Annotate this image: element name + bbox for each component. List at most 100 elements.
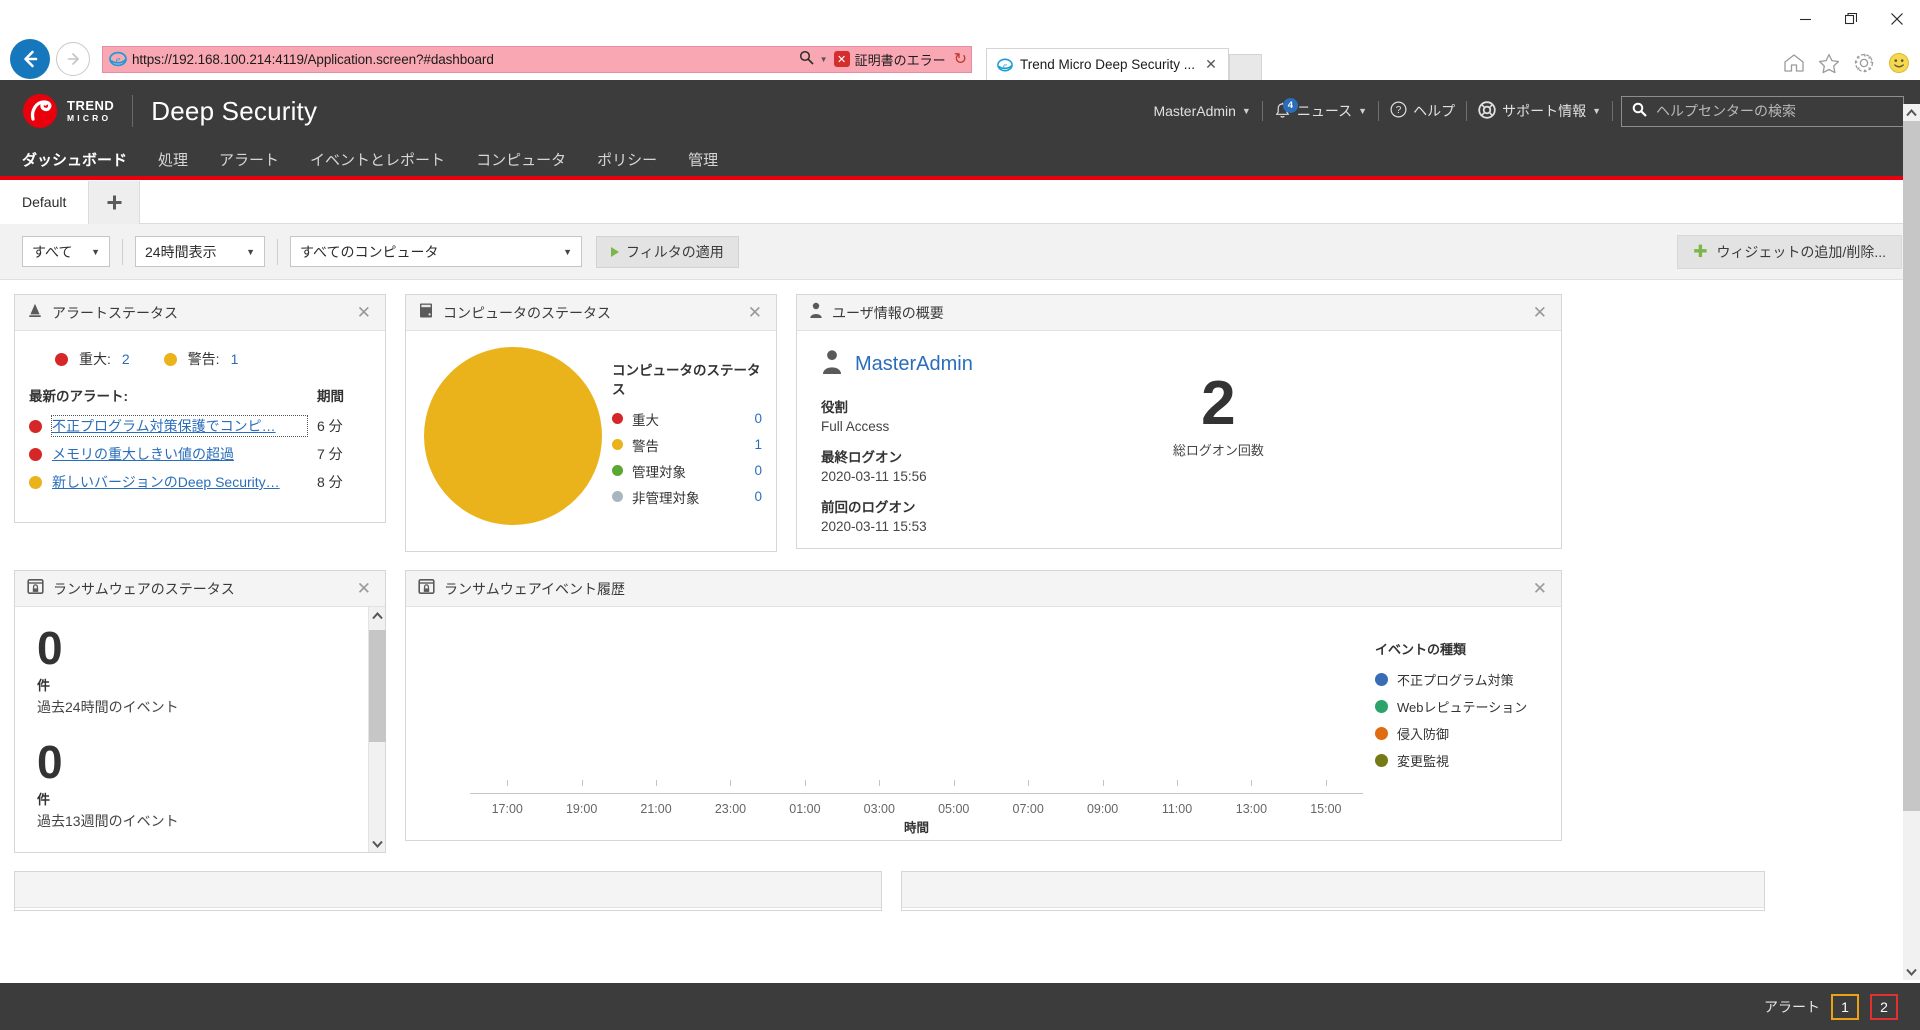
legend-value: 1 [754, 437, 762, 453]
alert-link[interactable]: 新しいバージョンのDeep Security… [52, 474, 280, 490]
home-icon[interactable] [1783, 53, 1805, 73]
close-icon[interactable]: ✕ [356, 579, 371, 598]
widget-header [902, 872, 1764, 908]
alert-list-item[interactable]: メモリの重大しきい値の超過 7 分 [29, 440, 371, 468]
scroll-up-icon[interactable] [369, 607, 386, 624]
legend-item[interactable]: 侵入防御 [1375, 720, 1545, 747]
scrollbar-thumb[interactable] [1903, 121, 1920, 812]
favorites-star-icon[interactable] [1818, 53, 1840, 74]
ransomware-stat-block: 0 件 過去24時間のイベント [37, 625, 371, 717]
alert-link[interactable]: メモリの重大しきい値の超過 [52, 446, 234, 462]
last-logon-value: 2020-03-11 15:56 [821, 469, 927, 484]
computers-select[interactable]: すべてのコンピュータ ▼ [290, 236, 582, 267]
nav-item-events-reports[interactable]: イベントとレポート [310, 151, 446, 169]
status-warning-badge[interactable]: 1 [1831, 993, 1859, 1020]
browser-tab-title: Trend Micro Deep Security ... [1020, 57, 1196, 72]
widget-header [15, 872, 881, 908]
ransomware-history-chart[interactable]: 17:00 19:00 21:00 23:00 01:00 03:00 05:0… [414, 613, 1553, 836]
widget-title: ランサムウェアイベント履歴 [444, 580, 626, 597]
divider [1612, 101, 1613, 121]
news-menu[interactable]: 4 ニュース ▼ [1263, 97, 1378, 121]
chart-legend-title: イベントの種類 [1375, 642, 1467, 657]
warning-value[interactable]: 1 [230, 351, 239, 367]
scrollbar-track[interactable] [369, 624, 386, 835]
window-close-button[interactable] [1874, 4, 1920, 34]
ie-favicon-icon: e [997, 57, 1013, 73]
nav-item-policies[interactable]: ポリシー [597, 151, 658, 169]
critical-dot-icon [612, 413, 623, 425]
chevron-down-icon[interactable]: ▼ [819, 54, 828, 64]
alert-link[interactable]: 不正プログラム対策保護でコンピ… [51, 415, 308, 437]
user-menu[interactable]: MasterAdmin ▼ [1142, 103, 1261, 119]
legend-item[interactable]: Webレピュテーション [1375, 693, 1545, 720]
legend-item[interactable]: 重大 0 [612, 406, 762, 432]
total-logons-value: 2 [1201, 369, 1236, 438]
total-logons: 2 総ログオン回数 [1173, 349, 1264, 534]
scrollbar-track[interactable] [1903, 121, 1920, 963]
close-icon[interactable]: ✕ [1532, 579, 1547, 598]
dashboard-tab-default[interactable]: Default [0, 181, 89, 224]
scroll-down-icon[interactable] [369, 835, 386, 852]
nav-item-computers[interactable]: コンピュータ [476, 151, 567, 169]
critical-value[interactable]: 2 [121, 351, 130, 367]
legend-item[interactable]: 警告 1 [612, 432, 762, 458]
refresh-icon[interactable]: ↻ [953, 51, 967, 68]
pie-chart[interactable] [424, 347, 602, 525]
legend-item[interactable]: 変更監視 [1375, 747, 1545, 774]
close-icon[interactable]: ✕ [356, 303, 371, 322]
divider [277, 238, 278, 265]
window-minimize-button[interactable] [1782, 4, 1828, 34]
alert-list-item[interactable]: 新しいバージョンのDeep Security… 8 分 [29, 468, 371, 496]
scroll-down-icon[interactable] [1903, 963, 1920, 980]
help-search-input[interactable]: ヘルプセンターの検索 [1621, 95, 1904, 127]
settings-gear-icon[interactable] [1853, 52, 1875, 74]
nav-item-actions[interactable]: 処理 [158, 151, 189, 169]
nav-item-administration[interactable]: 管理 [688, 151, 719, 169]
close-icon[interactable]: ✕ [1532, 303, 1547, 322]
page-title: Deep Security [151, 95, 318, 126]
address-bar[interactable]: e https://192.168.100.214:4119/Applicati… [102, 45, 972, 73]
browser-page-scrollbar[interactable] [1903, 104, 1920, 980]
widget-scrollbar[interactable] [368, 607, 386, 852]
support-menu[interactable]: サポート情報 ▼ [1467, 100, 1612, 122]
apply-filter-button[interactable]: フィルタの適用 [596, 235, 739, 268]
support-label: サポート情報 [1502, 103, 1587, 119]
legend-item[interactable]: 不正プログラム対策 [1375, 666, 1545, 693]
search-icon[interactable] [799, 50, 814, 69]
new-tab-button[interactable] [1228, 54, 1262, 80]
forward-button[interactable] [56, 42, 90, 76]
scroll-up-icon[interactable] [1903, 104, 1920, 121]
window-maximize-button[interactable] [1828, 4, 1874, 34]
nav-item-dashboard[interactable]: ダッシュボード [22, 151, 128, 169]
alert-bell-icon [27, 302, 43, 324]
chart-x-ticks: 17:00 19:00 21:00 23:00 01:00 03:00 05:0… [470, 780, 1363, 816]
role-value: Full Access [821, 419, 890, 434]
add-remove-widget-button[interactable]: ✚ ウィジェットの追加/削除... [1677, 234, 1902, 269]
add-dashboard-tab-button[interactable] [88, 181, 141, 224]
help-label: ヘルプ [1413, 103, 1456, 119]
nav-item-alerts[interactable]: アラート [219, 151, 280, 169]
ransomware-lock-icon [418, 578, 435, 600]
scope-select[interactable]: すべて ▼ [22, 236, 110, 267]
widget-body: MasterAdmin 役割 Full Access 最終ログオン 2020-0… [797, 331, 1561, 548]
feedback-smiley-icon[interactable] [1888, 52, 1910, 74]
divider [1466, 101, 1468, 121]
series-dot-icon [1375, 727, 1388, 740]
alert-list-item[interactable]: 不正プログラム対策保護でコンピ… 6 分 [29, 412, 371, 440]
close-icon[interactable]: ✕ [747, 303, 762, 322]
certificate-error-button[interactable]: ✕ 証明書のエラー [833, 50, 946, 69]
status-critical-badge[interactable]: 2 [1870, 993, 1898, 1020]
username-link[interactable]: MasterAdmin [855, 353, 973, 375]
browser-tab[interactable]: e Trend Micro Deep Security ... ✕ [986, 48, 1229, 80]
legend-item[interactable]: 管理対象 0 [612, 458, 762, 484]
browser-tabstrip: e Trend Micro Deep Security ... ✕ [986, 48, 1262, 80]
scrollbar-thumb[interactable] [369, 630, 386, 742]
widget-body: 0 件 過去24時間のイベント 0 件 過去13週間のイベント [15, 607, 386, 852]
back-button[interactable] [10, 39, 50, 79]
close-icon[interactable]: ✕ [1205, 56, 1217, 72]
legend-item[interactable]: 非管理対象 0 [612, 484, 762, 510]
timerange-select[interactable]: 24時間表示 ▼ [135, 236, 265, 267]
play-triangle-icon [611, 246, 619, 257]
help-link[interactable]: ? ヘルプ [1379, 101, 1466, 121]
trend-micro-logo[interactable]: TREND MICRO [22, 93, 114, 129]
